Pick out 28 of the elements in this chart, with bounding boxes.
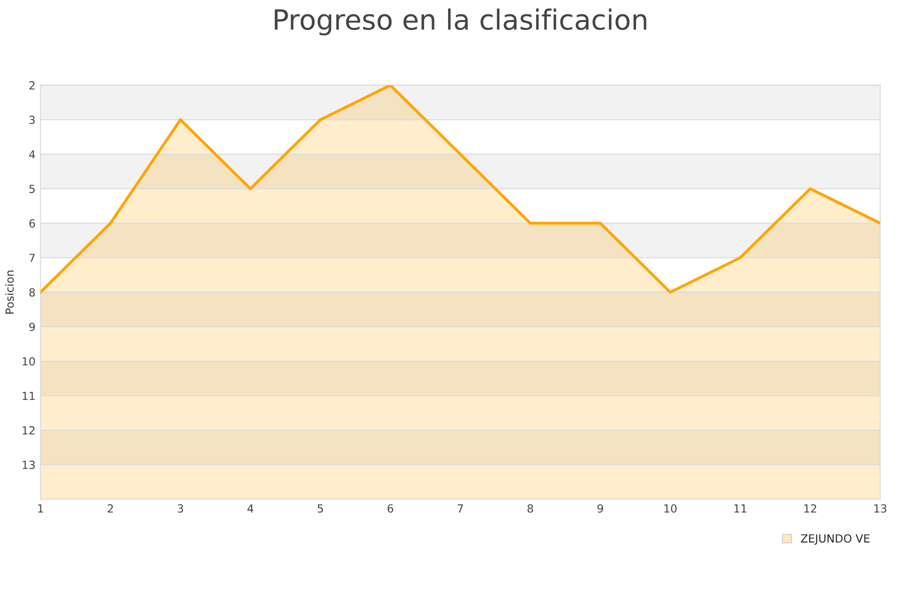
x-tick-label: 8: [528, 504, 534, 513]
x-tick-label: 11: [734, 504, 746, 513]
y-tick-label: 6: [29, 219, 35, 228]
y-tick-label: 4: [29, 150, 36, 158]
y-tick-label: 7: [29, 254, 35, 262]
x-tick-label: 5: [318, 504, 323, 513]
x-tick-label: 12: [804, 504, 816, 513]
legend-label: ZEJUNDO VE: [800, 534, 870, 545]
x-tick-label: 7: [458, 504, 463, 513]
y-tick-label: 8: [29, 288, 35, 297]
y-tick-label: 3: [29, 116, 35, 124]
y-tick-label: 9: [29, 322, 35, 332]
y-tick-label: 13: [22, 460, 35, 470]
x-tick-label: 13: [874, 504, 886, 513]
x-tick-label: 1: [38, 504, 44, 513]
y-tick-label: 11: [22, 392, 35, 400]
y-tick-label: 12: [22, 426, 35, 434]
x-tick-label: 3: [178, 504, 184, 513]
chart-title: Progreso en la clasificacion: [274, 8, 646, 36]
y-tick-label: 10: [22, 357, 35, 366]
x-tick-label: 4: [247, 504, 254, 513]
y-axis-title: Posicion: [5, 270, 14, 314]
x-tick-label: 10: [664, 504, 677, 513]
x-tick-label: 6: [388, 504, 394, 513]
x-tick-label: 9: [597, 504, 604, 513]
x-tick-label: 2: [108, 504, 113, 513]
y-tick-label: 2: [29, 81, 35, 90]
y-tick-label: 5: [29, 184, 35, 194]
